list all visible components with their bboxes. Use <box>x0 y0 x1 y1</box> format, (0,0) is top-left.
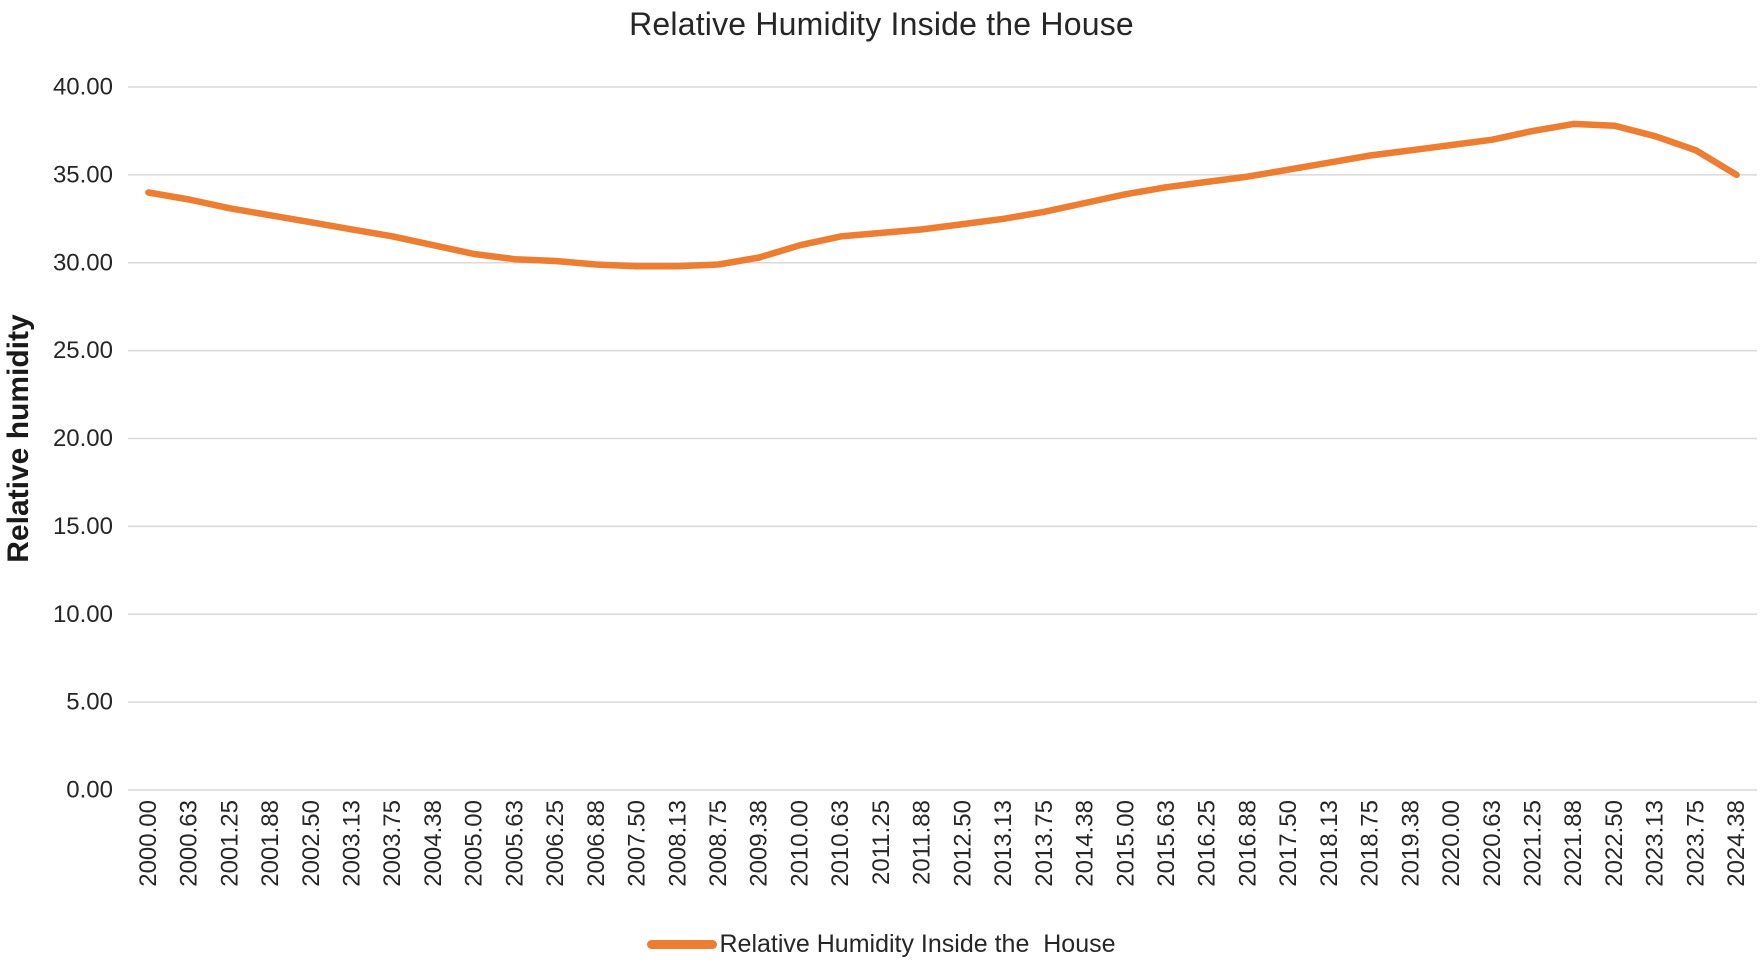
x-tick-label: 2008.13 <box>664 800 691 887</box>
series-line <box>145 120 1740 270</box>
x-tick-label: 2021.88 <box>1560 800 1587 887</box>
x-tick-label: 2001.25 <box>216 800 243 887</box>
x-tick-label: 2022.50 <box>1601 800 1628 887</box>
x-tick-label: 2018.75 <box>1357 800 1384 887</box>
x-tick-label: 2007.50 <box>624 800 651 887</box>
y-tick-label: 5.00 <box>66 689 113 716</box>
x-tick-label: 2006.88 <box>583 800 610 887</box>
x-tick-label: 2003.75 <box>379 800 406 887</box>
y-tick-label: 40.00 <box>53 74 113 101</box>
x-tick-label: 2024.38 <box>1723 800 1750 887</box>
x-tick-label: 2010.00 <box>786 800 813 887</box>
line-chart: 0.00 5.00 10.00 15.00 20.00 25.00 30.00 35.00 40… <box>53 74 1757 887</box>
x-tick-label: 2001.88 <box>257 800 284 887</box>
y-tick-label: 15.00 <box>53 513 113 540</box>
x-tick-label: 2000.00 <box>135 800 162 887</box>
x-tick-label: 2015.63 <box>1153 800 1180 887</box>
x-tick-label: 2013.13 <box>990 800 1017 887</box>
y-tick-label: 20.00 <box>53 425 113 452</box>
x-tick-label: 2014.38 <box>1072 800 1099 887</box>
x-tick-label: 2011.25 <box>868 800 895 885</box>
legend: Relative Humidity Inside the House <box>0 930 1763 959</box>
chart-title: Relative Humidity Inside the House <box>629 6 1134 42</box>
x-tick-label: 2021.25 <box>1520 800 1547 887</box>
y-tick-label: 30.00 <box>53 249 113 276</box>
x-tick-label: 2020.00 <box>1438 800 1465 887</box>
x-tick-label: 2005.00 <box>461 800 488 887</box>
x-tick-label: 2023.75 <box>1682 800 1709 887</box>
y-tick-label: 35.00 <box>53 161 113 188</box>
x-tick-label: 2013.75 <box>1031 800 1058 887</box>
legend-label: Relative Humidity Inside the House <box>719 930 1116 958</box>
y-tick-label: 10.00 <box>53 601 113 628</box>
y-tick-label: 25.00 <box>53 337 113 364</box>
x-tick-label: 2004.38 <box>420 800 447 887</box>
x-tick-label: 2020.63 <box>1479 800 1506 887</box>
legend-line-swatch <box>647 940 718 949</box>
x-tick-label: 2010.63 <box>827 800 854 887</box>
x-tick-label: 2012.50 <box>949 800 976 887</box>
x-tick-label: 2011.88 <box>909 800 936 885</box>
x-tick-label: 2009.38 <box>746 800 773 887</box>
x-tick-label: 2016.25 <box>1194 800 1221 887</box>
y-tick-label: 0.00 <box>66 777 113 804</box>
x-tick-label: 2006.25 <box>542 800 569 887</box>
x-tick-label: 2005.63 <box>501 800 528 887</box>
x-tick-label: 2023.13 <box>1642 800 1669 887</box>
x-tick-label: 2019.38 <box>1397 800 1424 887</box>
x-tick-label: 2000.63 <box>176 800 203 887</box>
x-tick-label: 2015.00 <box>1112 800 1139 887</box>
x-tick-label: 2002.50 <box>298 800 325 887</box>
x-tick-label: 2018.13 <box>1316 800 1343 887</box>
x-tick-label: 2008.75 <box>705 800 732 887</box>
x-tick-label: 2016.88 <box>1234 800 1261 887</box>
x-tick-label: 2003.13 <box>338 800 365 887</box>
x-tick-label: 2017.50 <box>1275 800 1302 887</box>
